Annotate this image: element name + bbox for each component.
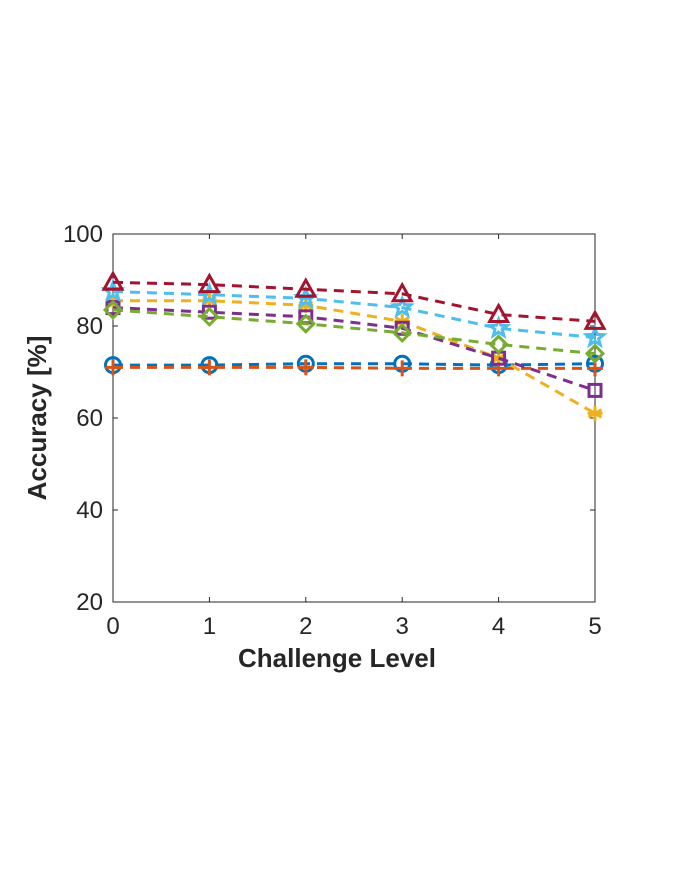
- data-point: [392, 322, 413, 344]
- data-point: [201, 304, 217, 320]
- data-point: [297, 359, 314, 376]
- data-point: [390, 281, 414, 303]
- x-tick-label: 3: [396, 613, 409, 640]
- x-axis-title: Challenge Level: [238, 643, 436, 673]
- series-line: [112, 290, 596, 339]
- data-point: [488, 334, 509, 355]
- data-point: [105, 359, 121, 376]
- series-7: [101, 270, 607, 330]
- x-tick-label: 4: [492, 613, 505, 640]
- ticks: 0 1 2 3 4 5 20 40 60 80 100: [63, 221, 602, 640]
- series-layer: [100, 270, 608, 421]
- series-line: [112, 280, 596, 323]
- data-point: [485, 315, 512, 340]
- data-point: [201, 293, 217, 309]
- series-5: [102, 299, 606, 364]
- data-point: [583, 309, 607, 330]
- y-tick-label: 80: [76, 313, 103, 340]
- data-point: [294, 277, 318, 298]
- data-point: [587, 405, 603, 421]
- plot-area: [112, 233, 596, 603]
- y-tick-label: 100: [63, 221, 103, 248]
- data-point: [101, 270, 125, 291]
- data-point: [199, 306, 220, 327]
- y-axis-title: Accuracy [%]: [22, 336, 52, 501]
- series-line: [113, 365, 595, 370]
- y-tick-label: 60: [76, 405, 103, 432]
- x-tick-label: 2: [299, 613, 312, 640]
- data-point: [394, 360, 411, 377]
- x-tick-label: 5: [588, 613, 601, 640]
- x-tick-label: 0: [106, 613, 119, 640]
- data-point: [584, 343, 606, 364]
- data-point: [295, 313, 316, 334]
- data-point: [487, 302, 511, 323]
- series-line: [113, 362, 596, 367]
- x-tick-label: 1: [203, 613, 216, 640]
- series-line: [113, 299, 596, 415]
- series-line: [112, 308, 596, 356]
- series-line: [112, 306, 596, 392]
- data-point: [587, 382, 603, 398]
- data-point: [582, 324, 608, 349]
- data-point: [298, 297, 314, 313]
- y-tick-label: 20: [76, 589, 103, 616]
- y-tick-label: 40: [76, 497, 103, 524]
- data-point: [102, 299, 124, 321]
- data-point: [389, 294, 415, 319]
- data-point: [201, 359, 218, 376]
- data-point: [197, 272, 221, 294]
